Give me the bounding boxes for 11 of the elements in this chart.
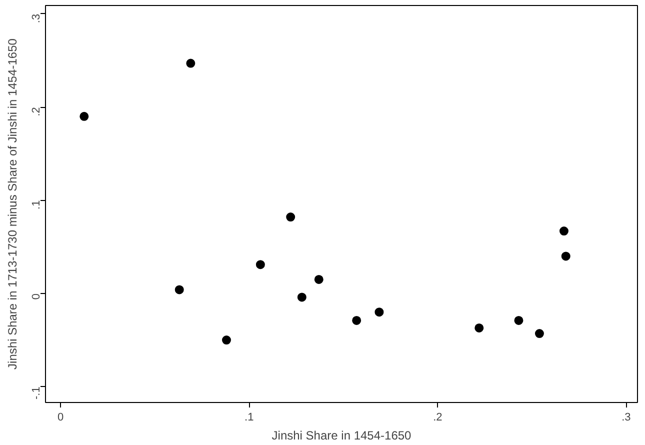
y-axis-title: Jinshi Share in 1713-1730 minus Share of Jinshi in 1454-1650 bbox=[6, 38, 20, 370]
y-tick-label: .2 bbox=[30, 107, 42, 116]
y-tick-label: -.1 bbox=[30, 386, 42, 400]
x-axis-title: Jinshi Share in 1454-1650 bbox=[272, 428, 412, 442]
x-tick-label: .3 bbox=[622, 412, 631, 424]
x-tick-label: .2 bbox=[433, 412, 442, 424]
x-tick-label: .1 bbox=[244, 412, 254, 424]
y-tick-label: .3 bbox=[30, 14, 42, 24]
y-tick-label: .1 bbox=[30, 200, 42, 210]
x-tick-label: 0 bbox=[58, 412, 64, 424]
y-tick-label: 0 bbox=[30, 293, 42, 300]
